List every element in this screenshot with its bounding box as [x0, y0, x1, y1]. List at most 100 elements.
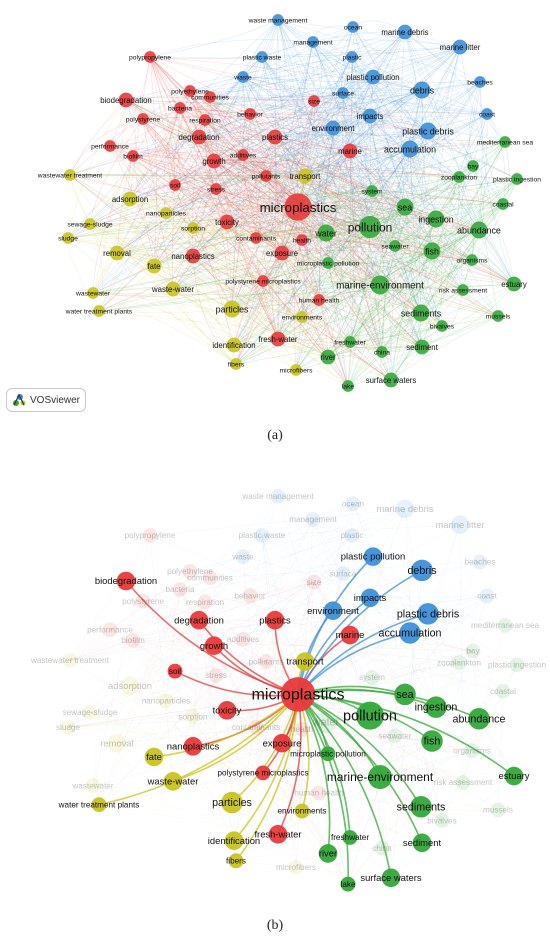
node-b-biodegradation[interactable]: [116, 571, 136, 591]
node-b-organisms[interactable]: [464, 743, 480, 759]
node-b-sediments[interactable]: [410, 796, 432, 818]
node-b-waste[interactable]: [235, 549, 251, 565]
node-b-waste-management[interactable]: [270, 488, 286, 504]
node-b-surface-waters[interactable]: [381, 868, 401, 888]
node-coastal[interactable]: [497, 198, 509, 210]
node-b-waste-water[interactable]: [163, 772, 183, 791]
node-b-respiration[interactable]: [197, 594, 213, 610]
node-b-wastewater-treatment[interactable]: [62, 653, 78, 668]
node-b-marine-environment[interactable]: [368, 765, 392, 790]
node-marine-environment[interactable]: [370, 275, 390, 295]
node-b-removal[interactable]: [107, 733, 127, 753]
node-mediterranean-sea[interactable]: [499, 136, 511, 148]
node-b-microplastics[interactable]: [280, 677, 316, 712]
node-b-plastic-ingestion[interactable]: [509, 657, 525, 673]
node-b-management[interactable]: [305, 512, 321, 527]
node-waste[interactable]: [237, 71, 249, 83]
node-river[interactable]: [320, 349, 336, 365]
node-nanoplastics[interactable]: [185, 248, 201, 264]
node-water-treatment-plants[interactable]: [93, 305, 105, 317]
node-sediments[interactable]: [412, 304, 430, 322]
node-sludge[interactable]: [62, 232, 74, 244]
node-b-mussels[interactable]: [490, 802, 506, 818]
node-b-pollutants[interactable]: [258, 654, 274, 669]
node-b-performance[interactable]: [102, 622, 118, 638]
node-performance[interactable]: [104, 140, 116, 152]
node-b-fate[interactable]: [144, 747, 164, 767]
node-impacts[interactable]: [362, 108, 378, 124]
node-b-abundance[interactable]: [468, 708, 490, 730]
node-microplastics[interactable]: [284, 193, 312, 221]
node-b-bay[interactable]: [465, 643, 481, 659]
node-seawater[interactable]: [389, 240, 401, 252]
node-waste-management[interactable]: [272, 14, 284, 26]
node-estuary[interactable]: [506, 276, 522, 292]
node-b-plastic-pollution[interactable]: [363, 547, 383, 566]
node-waste-water[interactable]: [165, 281, 181, 297]
node-biofilm[interactable]: [127, 150, 139, 162]
node-b-fish[interactable]: [421, 730, 443, 752]
node-b-plastic-debris[interactable]: [417, 603, 439, 625]
node-b-coast[interactable]: [479, 588, 495, 604]
node-b-sorption[interactable]: [185, 709, 201, 725]
node-marine-litter[interactable]: [452, 39, 468, 55]
node-sorption[interactable]: [187, 222, 199, 234]
node-b-china[interactable]: [374, 840, 390, 856]
node-b-toxicity[interactable]: [217, 701, 237, 720]
node-removal[interactable]: [109, 245, 125, 261]
node-b-system[interactable]: [364, 670, 380, 685]
node-b-fibers[interactable]: [228, 853, 244, 869]
node-b-bivalves[interactable]: [434, 813, 450, 828]
node-plastic-ingestion[interactable]: [511, 173, 523, 185]
node-zooplankton[interactable]: [453, 171, 465, 183]
node-b-behavior[interactable]: [242, 588, 258, 604]
node-polyethylene[interactable]: [184, 85, 196, 97]
node-human-health[interactable]: [313, 294, 325, 306]
node-microplastic-pollution[interactable]: [322, 257, 334, 269]
node-b-polypropylene[interactable]: [142, 528, 158, 543]
node-b-degradation[interactable]: [189, 610, 209, 630]
node-fresh-water[interactable]: [270, 331, 286, 347]
node-beaches[interactable]: [474, 76, 486, 88]
node-risk-assessment[interactable]: [457, 284, 469, 296]
node-b-water[interactable]: [315, 711, 337, 733]
node-wastewater-treatment[interactable]: [64, 169, 76, 181]
node-b-identification[interactable]: [224, 831, 244, 850]
node-b-adsorption[interactable]: [120, 676, 140, 696]
node-exposure[interactable]: [274, 245, 290, 261]
node-lake[interactable]: [342, 380, 354, 392]
node-identification[interactable]: [226, 337, 242, 353]
node-b-sewage-sludge[interactable]: [82, 705, 98, 720]
node-soil[interactable]: [169, 179, 181, 191]
node-adsorption[interactable]: [122, 191, 138, 207]
node-environments[interactable]: [296, 311, 308, 323]
node-b-nanoplastics[interactable]: [183, 737, 203, 756]
node-fate[interactable]: [146, 258, 162, 274]
node-particles[interactable]: [223, 300, 241, 318]
node-b-stress[interactable]: [208, 667, 224, 683]
node-degradation[interactable]: [191, 129, 207, 145]
node-b-additives[interactable]: [235, 631, 251, 647]
node-bacteria[interactable]: [174, 102, 186, 114]
node-b-mediterranean-sea[interactable]: [497, 618, 513, 633]
node-biodegradation[interactable]: [118, 92, 134, 108]
node-b-size[interactable]: [306, 574, 322, 590]
node-nanoparticles[interactable]: [160, 207, 172, 219]
node-b-plastic[interactable]: [344, 528, 360, 543]
node-polystyrene[interactable]: [137, 113, 149, 125]
node-b-zooplankton[interactable]: [451, 655, 467, 671]
node-plastic-debris[interactable]: [419, 122, 437, 140]
node-b-environments[interactable]: [294, 803, 310, 819]
node-b-fresh-water[interactable]: [268, 825, 288, 844]
node-toxicity[interactable]: [219, 214, 235, 230]
node-b-biofilm[interactable]: [125, 632, 141, 648]
node-b-sludge[interactable]: [60, 719, 76, 735]
node-plastic-pollution[interactable]: [365, 69, 381, 85]
node-transport[interactable]: [297, 168, 313, 184]
node-bivalves[interactable]: [436, 320, 448, 332]
node-b-polystyrene-microplastics[interactable]: [255, 765, 271, 781]
node-b-estuary[interactable]: [504, 766, 524, 786]
node-growth[interactable]: [206, 153, 222, 169]
node-polystyrene-microplastics[interactable]: [257, 275, 269, 287]
node-b-human-health[interactable]: [311, 785, 327, 801]
